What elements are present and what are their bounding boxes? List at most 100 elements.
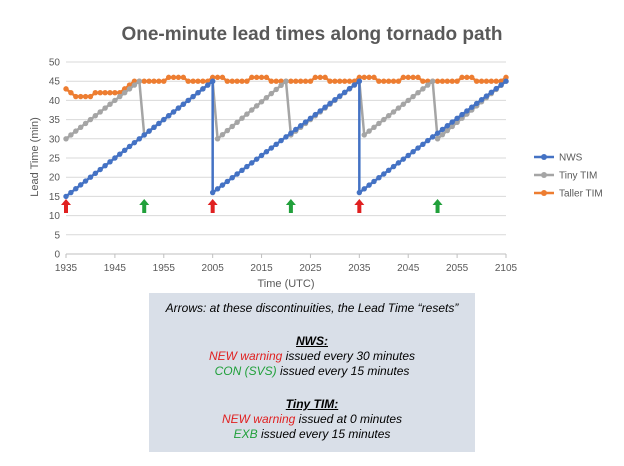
reset-arrow-green [285,199,296,213]
data-point [180,74,187,81]
data-point [73,186,79,192]
data-point [307,78,314,84]
data-point [464,74,470,81]
data-point [449,119,455,125]
data-point [278,137,284,144]
data-point [107,159,113,165]
data-point [483,78,490,84]
data-point [244,163,250,170]
data-point [68,90,74,96]
data-point [253,103,260,109]
data-point [390,163,397,170]
data-point [68,189,74,196]
series-layer [63,74,509,200]
y-tick-label: 35 [49,115,61,126]
data-point [205,82,211,88]
reset-arrow-red [207,199,218,213]
data-point [429,78,436,84]
arrow-shaft [210,204,215,213]
data-point [361,132,367,138]
data-point [273,78,279,84]
data-point [253,74,260,81]
data-point [151,78,157,84]
data-point [224,178,231,185]
legend-item: Tiny TIM [534,171,597,182]
data-point [346,78,353,84]
arrow-shaft [288,204,293,213]
data-point [151,124,157,130]
data-point [488,89,495,96]
reset-arrow-green [139,199,150,213]
data-point [341,78,348,84]
data-point [229,123,235,130]
data-point [102,162,108,169]
data-point [390,78,397,84]
data-point [390,109,397,115]
y-axis-ticks: 0 5 10 15 20 25 30 35 40 45 50 [49,58,61,261]
x-axis-title: Time (UTC) [257,278,314,290]
data-point [156,120,162,127]
data-point [439,126,446,133]
data-point [361,74,367,81]
arrow-head [285,199,296,205]
data-point [381,171,387,177]
data-point [92,113,99,119]
data-point [449,78,455,84]
data-point [87,116,94,123]
data-point [131,139,138,146]
chart: One-minute lead times along tornado path… [29,24,603,290]
legend-swatch-marker [541,154,547,160]
legend-swatch-marker [541,190,547,196]
y-tick-label: 15 [49,192,61,203]
data-point [82,120,89,127]
data-point [82,178,89,184]
data-point [170,109,177,115]
data-point [131,82,138,88]
arrow-head [61,199,71,205]
data-point [239,115,245,121]
y-tick-label: 30 [49,134,61,145]
data-point [112,90,118,96]
arrow-head [354,199,365,205]
data-point [420,141,426,148]
arrow-layer [61,199,443,213]
data-point [400,156,407,162]
data-point [87,174,94,180]
tim-line-2: EXB issued every 15 minutes [149,427,475,442]
data-point [214,74,221,81]
data-point [410,149,416,155]
data-point [239,167,245,173]
data-point [244,111,250,117]
data-point [459,74,465,81]
data-point [161,116,167,123]
data-point [185,97,191,104]
data-point [82,93,89,100]
data-point [63,136,69,142]
data-point [97,90,103,96]
data-point [469,74,475,81]
data-point [297,78,304,84]
data-point [92,170,99,177]
data-point [249,107,255,113]
data-point [420,86,426,92]
y-tick-label: 50 [49,58,61,69]
data-point [165,74,172,81]
data-point [107,101,113,107]
data-point [234,171,240,177]
data-point [317,74,323,81]
data-point [356,78,363,84]
data-point [312,74,319,81]
data-point [209,74,216,81]
reset-arrow-red [354,199,365,213]
data-point [366,182,372,188]
data-point [190,78,196,84]
data-point [356,189,363,196]
data-point [146,128,152,134]
data-point [92,90,99,96]
data-point [376,120,382,127]
data-point [337,93,343,99]
data-point [200,78,206,84]
data-point [263,94,270,101]
arrow-head [207,199,218,205]
data-point [376,78,382,84]
